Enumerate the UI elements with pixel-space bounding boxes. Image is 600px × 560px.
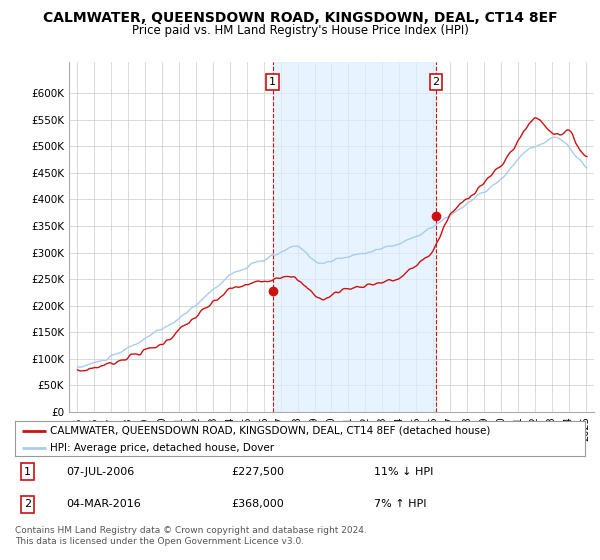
Text: Contains HM Land Registry data © Crown copyright and database right 2024.
This d: Contains HM Land Registry data © Crown c…	[15, 526, 367, 546]
Bar	[272, 62, 436, 412]
Text: 11% ↓ HPI: 11% ↓ HPI	[374, 466, 433, 477]
Text: 7% ↑ HPI: 7% ↑ HPI	[374, 500, 427, 510]
Text: 1: 1	[269, 77, 276, 87]
Text: CALMWATER, QUEENSDOWN ROAD, KINGSDOWN, DEAL, CT14 8EF (detached house): CALMWATER, QUEENSDOWN ROAD, KINGSDOWN, D…	[50, 426, 491, 436]
Text: £227,500: £227,500	[232, 466, 284, 477]
Text: 2: 2	[433, 77, 440, 87]
Text: Price paid vs. HM Land Registry's House Price Index (HPI): Price paid vs. HM Land Registry's House …	[131, 24, 469, 36]
Text: £368,000: £368,000	[232, 500, 284, 510]
Text: 07-JUL-2006: 07-JUL-2006	[66, 466, 134, 477]
Text: CALMWATER, QUEENSDOWN ROAD, KINGSDOWN, DEAL, CT14 8EF: CALMWATER, QUEENSDOWN ROAD, KINGSDOWN, D…	[43, 11, 557, 25]
Text: 2: 2	[24, 500, 31, 510]
Text: 1: 1	[24, 466, 31, 477]
Text: 04-MAR-2016: 04-MAR-2016	[66, 500, 141, 510]
Text: HPI: Average price, detached house, Dover: HPI: Average price, detached house, Dove…	[50, 442, 274, 452]
